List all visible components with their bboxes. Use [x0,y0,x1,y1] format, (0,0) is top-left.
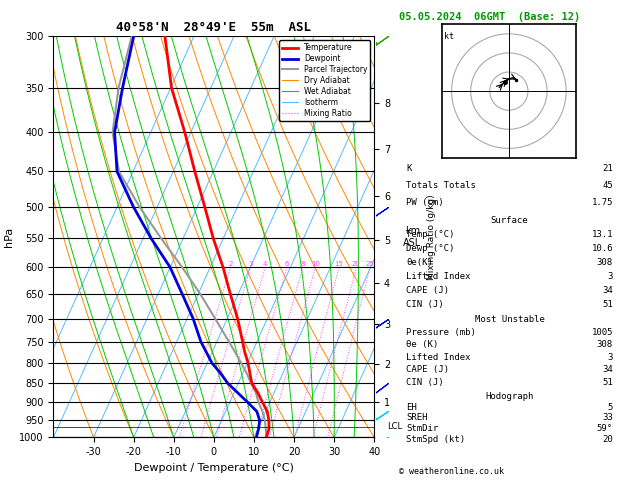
Text: EH: EH [406,403,417,412]
Text: LCL: LCL [387,422,402,431]
Y-axis label: hPa: hPa [4,227,14,247]
Text: PW (cm): PW (cm) [406,198,443,208]
Text: 10: 10 [311,261,320,267]
Text: 45: 45 [602,181,613,191]
Text: 25: 25 [365,261,374,267]
Text: 8: 8 [301,261,305,267]
Text: 20: 20 [602,435,613,444]
X-axis label: Dewpoint / Temperature (°C): Dewpoint / Temperature (°C) [134,463,294,473]
Text: 34: 34 [602,286,613,295]
Text: θe(K): θe(K) [406,258,433,267]
Text: StmSpd (kt): StmSpd (kt) [406,435,465,444]
Text: Lifted Index: Lifted Index [406,272,470,281]
Legend: Temperature, Dewpoint, Parcel Trajectory, Dry Adiabat, Wet Adiabat, Isotherm, Mi: Temperature, Dewpoint, Parcel Trajectory… [279,40,370,121]
Text: θe (K): θe (K) [406,340,438,349]
Title: 40°58'N  28°49'E  55m  ASL: 40°58'N 28°49'E 55m ASL [116,21,311,34]
Text: 1005: 1005 [591,328,613,337]
Text: Temp (°C): Temp (°C) [406,230,454,239]
Text: CIN (J): CIN (J) [406,299,443,309]
Text: 2: 2 [228,261,233,267]
Text: Totals Totals: Totals Totals [406,181,476,191]
Text: 34: 34 [602,365,613,375]
Text: 308: 308 [597,340,613,349]
Text: 21: 21 [602,164,613,174]
Text: 13.1: 13.1 [591,230,613,239]
Text: 6: 6 [285,261,289,267]
Text: CAPE (J): CAPE (J) [406,365,449,375]
Text: Surface: Surface [491,216,528,226]
Text: Lifted Index: Lifted Index [406,353,470,362]
Text: 3: 3 [608,272,613,281]
Text: 3: 3 [248,261,253,267]
Text: 33: 33 [602,414,613,422]
Text: 4: 4 [263,261,267,267]
Text: SREH: SREH [406,414,428,422]
Text: 59°: 59° [597,424,613,433]
Text: Dewp (°C): Dewp (°C) [406,244,454,253]
Text: © weatheronline.co.uk: © weatheronline.co.uk [399,467,504,476]
Text: Hodograph: Hodograph [486,392,533,401]
Text: StmDir: StmDir [406,424,438,433]
Text: 3: 3 [608,353,613,362]
Text: K: K [406,164,411,174]
Text: CIN (J): CIN (J) [406,378,443,387]
Text: 1.75: 1.75 [591,198,613,208]
Text: Pressure (mb): Pressure (mb) [406,328,476,337]
Y-axis label: km
ASL: km ASL [403,226,421,248]
Text: 51: 51 [602,378,613,387]
Text: 51: 51 [602,299,613,309]
Text: 05.05.2024  06GMT  (Base: 12): 05.05.2024 06GMT (Base: 12) [399,12,581,22]
Text: Most Unstable: Most Unstable [474,315,545,324]
Text: 20: 20 [352,261,361,267]
Text: kt: kt [444,32,454,41]
Text: 15: 15 [335,261,343,267]
Text: CAPE (J): CAPE (J) [406,286,449,295]
Text: 308: 308 [597,258,613,267]
Text: Mixing Ratio (g/kg): Mixing Ratio (g/kg) [428,194,437,280]
Text: 10.6: 10.6 [591,244,613,253]
Text: 5: 5 [608,403,613,412]
